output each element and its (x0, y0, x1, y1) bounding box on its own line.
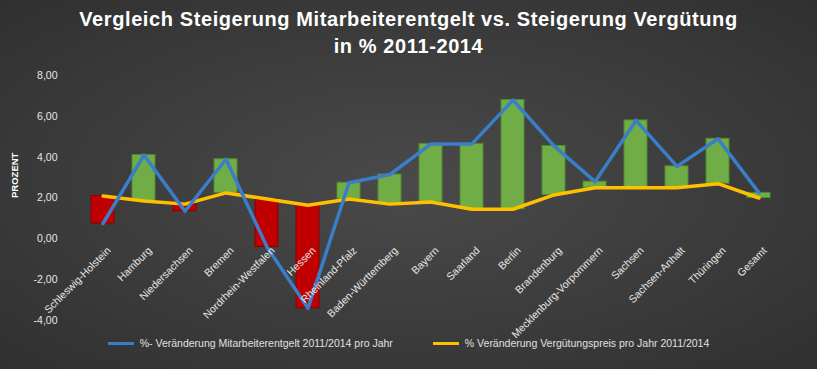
svg-text:6,00: 6,00 (37, 110, 58, 122)
svg-text:-4,00: -4,00 (34, 314, 58, 326)
svg-text:8,00: 8,00 (37, 69, 58, 81)
svg-text:Rheinland-Pfalz: Rheinland-Pfalz (297, 244, 359, 305)
svg-text:Sachsen: Sachsen (608, 244, 645, 281)
svg-text:0,00: 0,00 (37, 232, 58, 244)
svg-text:2,00: 2,00 (37, 191, 58, 203)
svg-text:Mecklenburg-Vorpommern: Mecklenburg-Vorpommern (509, 244, 605, 340)
svg-text:Berlin: Berlin (495, 244, 523, 272)
html-text:% Veränderung Vergütungspreis: % Veränderung Vergütungspreis pro Jahr 2… (464, 337, 710, 349)
svg-text:Thüringen: Thüringen (686, 244, 728, 286)
svg-text:PROZENT: PROZENT (9, 152, 20, 198)
svg-text:Bayern: Bayern (409, 244, 441, 276)
svg-text:Gesamt: Gesamt (734, 244, 769, 279)
svg-text:Saarland: Saarland (444, 244, 482, 282)
svg-text:-2,00: -2,00 (34, 273, 58, 285)
svg-text:Baden-Württemberg: Baden-Württemberg (324, 244, 399, 319)
svg-text:Schleswig-Holstein: Schleswig-Holstein (41, 244, 113, 316)
svg-text:Hessen: Hessen (284, 244, 318, 278)
svg-text:Bremen: Bremen (201, 244, 236, 279)
svg-text:Niedersachsen: Niedersachsen (137, 244, 195, 302)
html-text:%- Veränderung Mitarbeiterentg: %- Veränderung Mitarbeiterentgelt 2011/2… (139, 337, 393, 349)
svg-text:Sachsen-Anhalt: Sachsen-Anhalt (626, 244, 687, 305)
html-text:Vergleich Steigerung Mitarbeit: Vergleich Steigerung Mitarbeiterentgelt … (79, 8, 738, 57)
svg-text:Brandenburg: Brandenburg (512, 244, 564, 296)
svg-text:Nordrhein-Westfalen: Nordrhein-Westfalen (200, 244, 277, 321)
svg-text:Hamburg: Hamburg (115, 244, 154, 283)
svg-text:4,00: 4,00 (37, 151, 58, 163)
